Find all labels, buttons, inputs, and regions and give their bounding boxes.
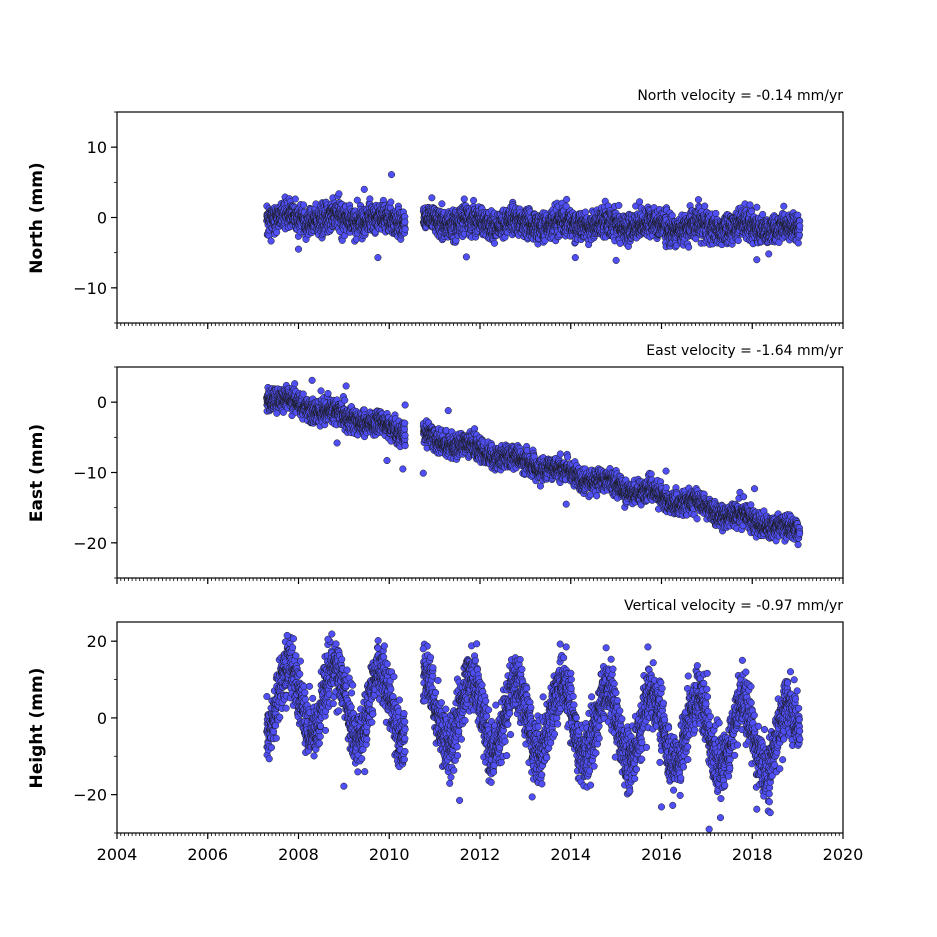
east-data-point — [291, 380, 299, 388]
north-data-point — [401, 218, 409, 226]
north-data-point — [712, 209, 720, 217]
north-outlier-point — [294, 245, 303, 253]
east-data-point — [317, 387, 325, 395]
north-outlier-point — [753, 256, 761, 264]
east-data-point — [324, 389, 332, 398]
north-data-point — [734, 237, 742, 245]
east-data-point — [341, 396, 349, 404]
north-y-axis-label: North (mm) — [27, 162, 47, 273]
north-data-point — [291, 195, 299, 203]
north-outlier-point — [612, 256, 620, 264]
north-data-point — [563, 195, 571, 203]
east-data-point — [299, 390, 307, 398]
north-data-point — [796, 222, 804, 230]
north-y-tick-label: −10 — [73, 279, 107, 298]
north-data-point — [794, 239, 802, 247]
east-data-points — [263, 376, 804, 549]
north-data-point — [615, 201, 623, 209]
north-data-point — [470, 196, 478, 204]
north-data-point — [267, 237, 275, 245]
north-outlier-point — [746, 201, 754, 209]
north-outlier-point — [462, 253, 470, 261]
north-outlier-point — [387, 171, 396, 179]
north-data-point — [701, 202, 709, 210]
north-data-point — [335, 190, 343, 198]
north-outlier-point — [571, 254, 579, 262]
north-data-point — [765, 250, 773, 258]
north-x-ticks — [116, 323, 844, 329]
north-outlier-point — [374, 254, 382, 262]
north-outlier-point — [562, 202, 570, 210]
north-data-point — [438, 200, 446, 208]
east-velocity-title: East velocity = -1.64 mm/yr — [646, 343, 843, 359]
north-data-point — [353, 196, 361, 204]
north-data-point — [753, 203, 761, 211]
north-outlier-point — [360, 185, 368, 193]
north-data-points — [263, 171, 804, 264]
north-data-point — [780, 202, 788, 210]
east-panel: East velocity = -1.64 mm/yr East (mm) −2… — [27, 343, 844, 584]
north-data-point — [694, 196, 702, 204]
north-data-point — [401, 225, 409, 233]
north-data-point — [668, 211, 676, 219]
north-data-point — [759, 210, 767, 218]
north-y-tick-label: 10 — [87, 138, 107, 157]
north-panel: North velocity = -0.14 mm/yr North (mm) … — [27, 88, 844, 329]
north-data-point — [299, 201, 308, 209]
north-velocity-title: North velocity = -0.14 mm/yr — [637, 88, 843, 104]
north-data-point — [490, 239, 499, 247]
north-data-point — [460, 195, 468, 203]
east-y-axis-label: East (mm) — [27, 424, 47, 522]
north-y-ticks: −10 0 10 — [73, 111, 117, 324]
north-data-point — [387, 198, 395, 206]
north-data-point — [636, 198, 644, 206]
north-data-point — [428, 194, 436, 202]
north-data-point — [685, 243, 693, 251]
north-y-tick-label: 0 — [97, 209, 107, 228]
